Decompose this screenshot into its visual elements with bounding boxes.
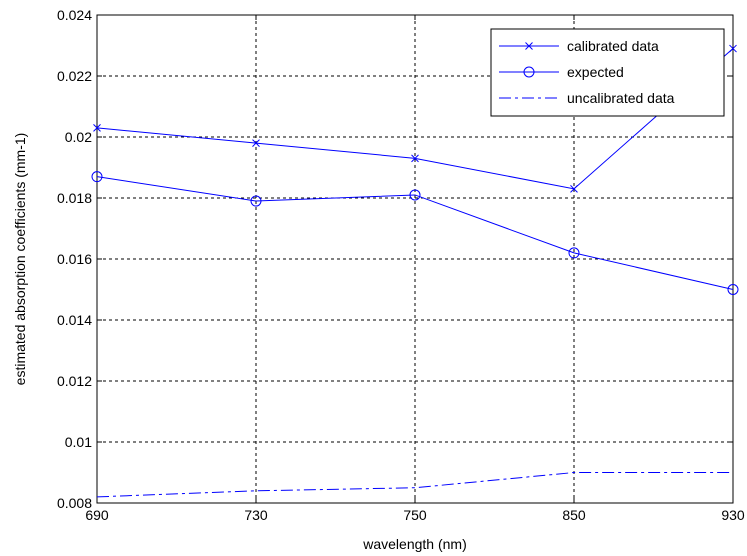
data-point	[727, 284, 739, 295]
series-line	[96, 176, 734, 290]
x-axis-label: wavelength (nm)	[362, 536, 467, 552]
y-tick-label: 0.01	[65, 434, 92, 450]
y-tick-label: 0.022	[57, 68, 92, 84]
data-point	[411, 154, 419, 163]
y-tick-label: 0.008	[57, 495, 92, 511]
x-tick-label: 730	[244, 507, 268, 523]
marker-stroke	[93, 123, 101, 132]
data-point	[729, 44, 737, 53]
data-point	[568, 247, 580, 259]
legend-marker	[525, 42, 533, 50]
legend-label: calibrated data	[567, 38, 659, 54]
series-uncalibrated-data	[96, 472, 733, 498]
marker-stroke	[570, 184, 578, 193]
legend-entry: expected	[499, 64, 624, 80]
x-tick-label: 930	[721, 507, 745, 523]
legend-entry: uncalibrated data	[499, 90, 675, 106]
marker-stroke	[252, 139, 260, 147]
data-point	[250, 195, 262, 207]
x-tick-label: 750	[403, 507, 427, 523]
data-point	[252, 139, 260, 147]
legend: calibrated data expected uncalibrated data	[490, 28, 725, 117]
y-tick-label: 0.016	[57, 251, 92, 267]
data-point	[91, 171, 103, 183]
y-tick-label: 0.012	[57, 373, 92, 389]
axis-ticks: 690 730 750 850 930 0.008 0.01 0.012 0.014 0.016 0…	[57, 7, 745, 523]
marker-stroke	[729, 44, 737, 53]
y-tick-label: 0.024	[57, 7, 92, 23]
series-line	[96, 472, 733, 498]
data-point	[93, 123, 101, 132]
data-point	[570, 184, 578, 193]
legend-entry: calibrated data	[499, 38, 659, 54]
series-calibrated-data	[93, 44, 737, 193]
x-tick-label: 690	[85, 507, 109, 523]
series-expected	[91, 171, 739, 295]
x-tick-label: 850	[562, 507, 586, 523]
marker-stroke	[525, 42, 533, 50]
marker-stroke	[411, 154, 419, 163]
data-series	[91, 44, 739, 498]
y-tick-label: 0.014	[57, 312, 92, 328]
legend-label: expected	[567, 64, 624, 80]
legend-marker	[523, 66, 535, 78]
y-axis-label: estimated absorption coefficients (mm-1)	[12, 133, 28, 386]
legend-label: uncalibrated data	[567, 90, 675, 106]
y-tick-label: 0.018	[57, 190, 92, 206]
data-point	[409, 189, 421, 201]
y-tick-label: 0.02	[65, 129, 92, 145]
